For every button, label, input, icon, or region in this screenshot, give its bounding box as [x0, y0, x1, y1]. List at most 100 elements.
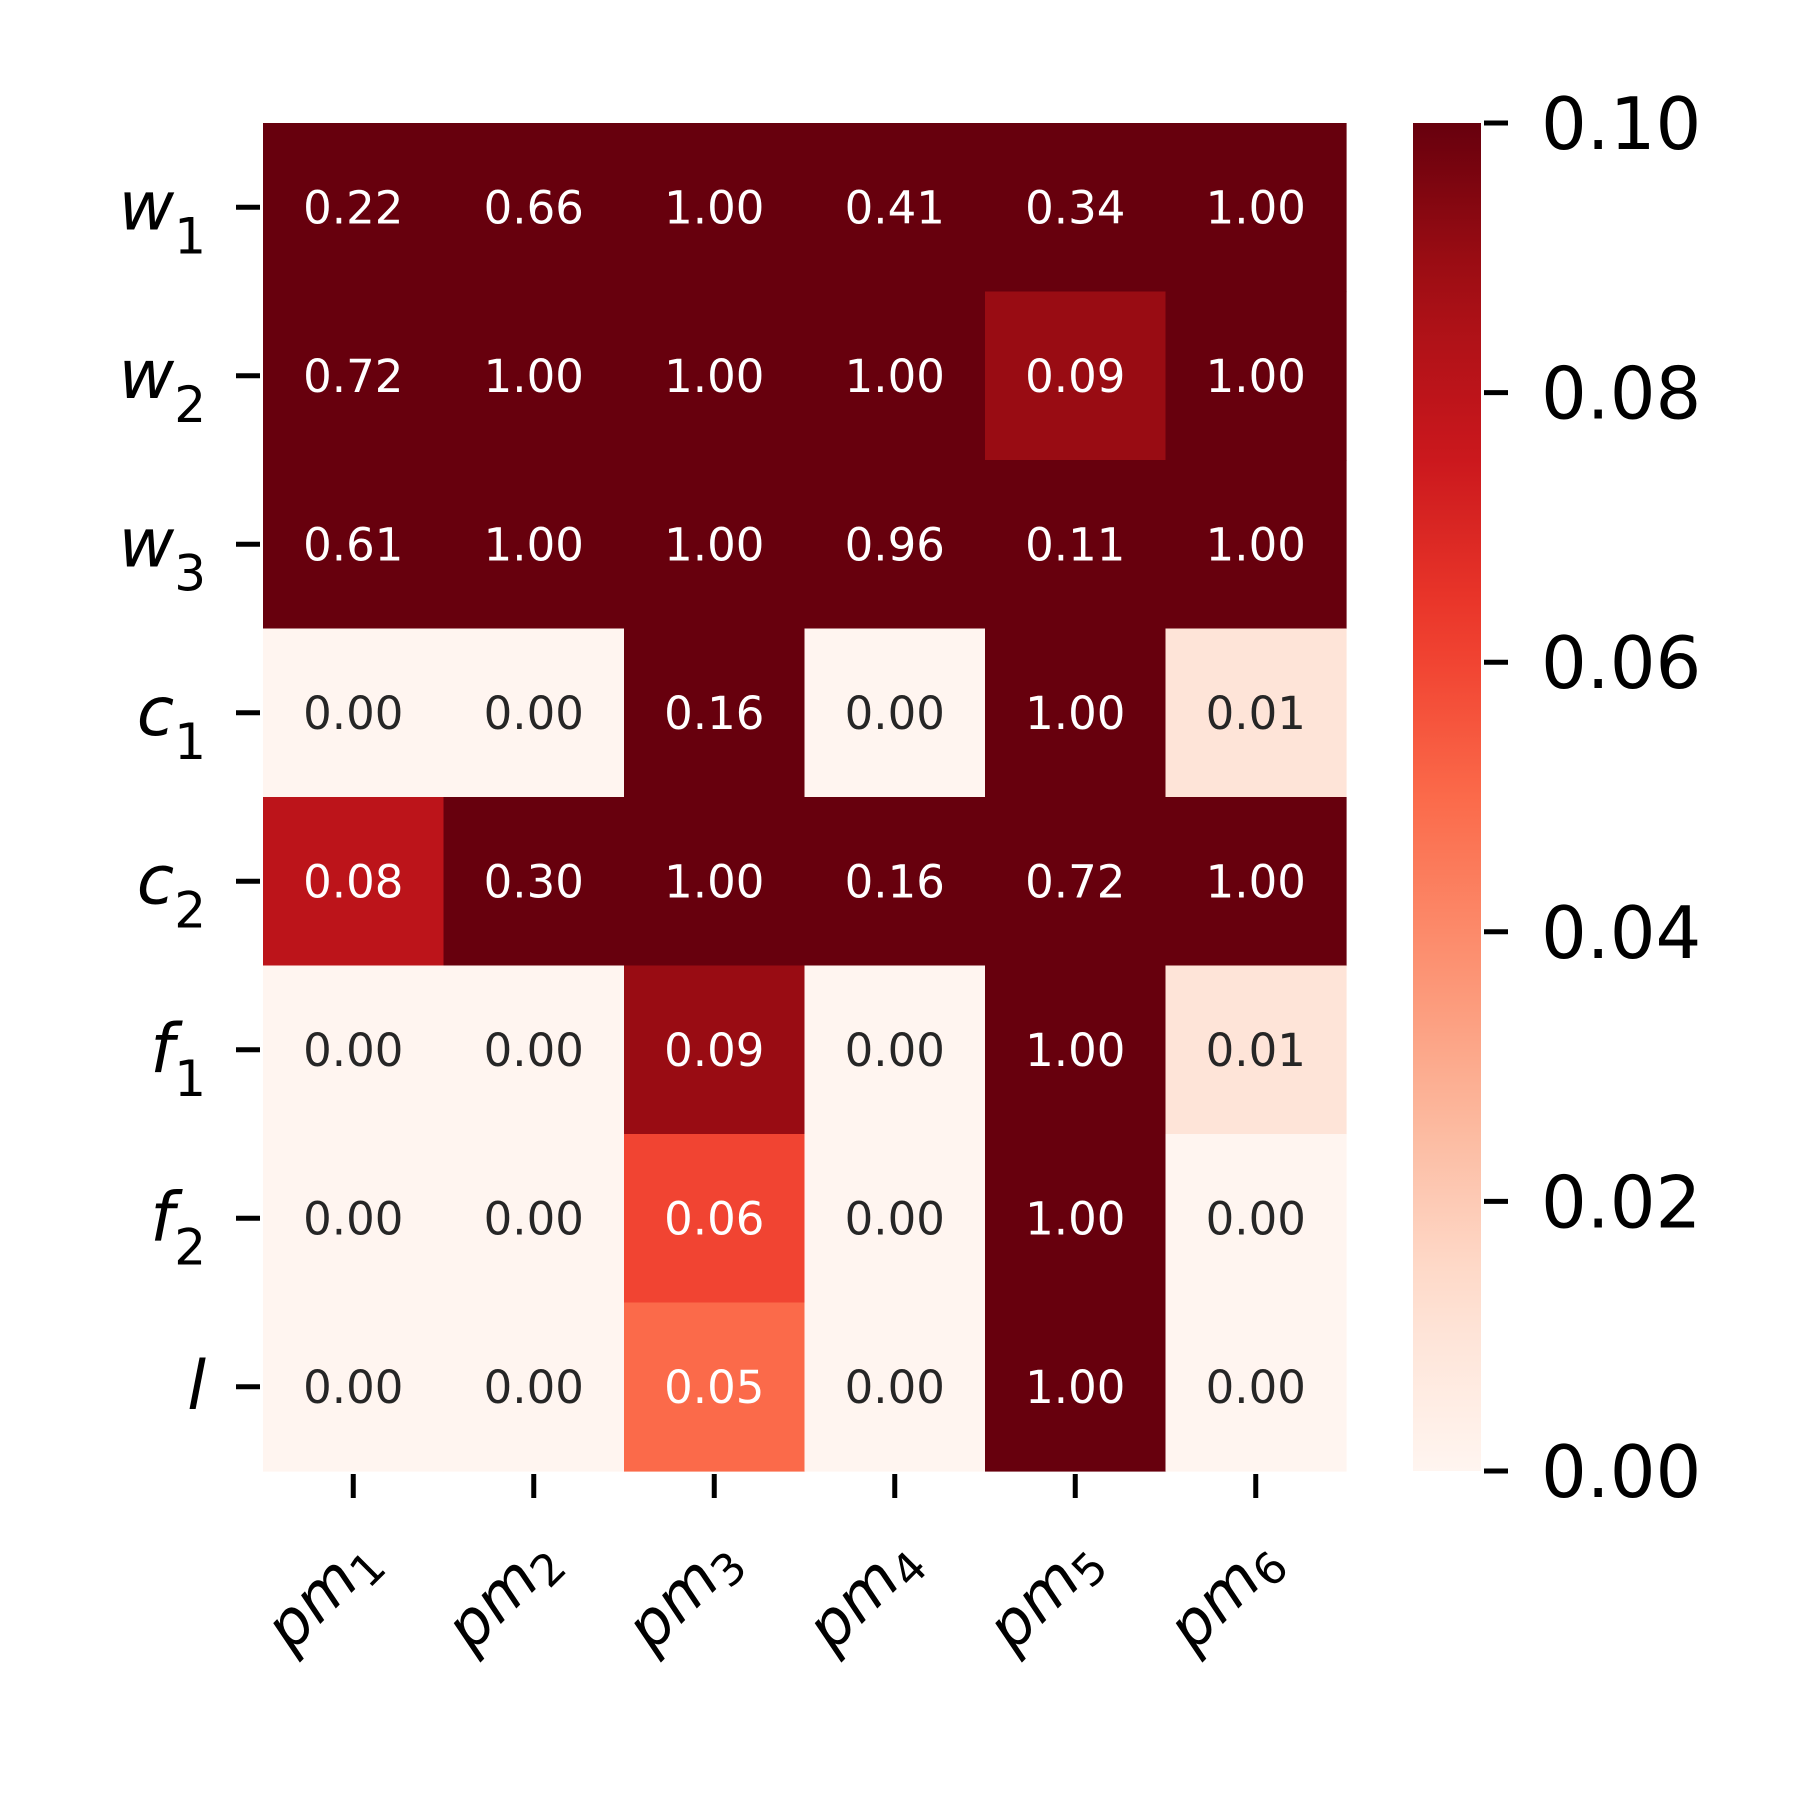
- heatmap-cell: [443, 797, 625, 967]
- heatmap-cell: [804, 123, 986, 293]
- heatmap-cell: [624, 291, 806, 461]
- heatmap-cell: [985, 1134, 1167, 1304]
- heatmap-cell: [263, 797, 445, 967]
- heatmap-cell: [624, 123, 806, 293]
- colorbar-tick-label: 0.04: [1541, 891, 1701, 975]
- heatmap-cell: [1165, 965, 1347, 1135]
- cell-value-label: 0.61: [303, 518, 403, 571]
- cell-value-label: 0.16: [664, 687, 764, 740]
- cell-value-label: 0.30: [484, 855, 584, 908]
- cell-value-label: 0.66: [484, 181, 584, 234]
- y-axis: w1 w2 w3 c1 c2 f1 f2 l: [119, 167, 260, 1426]
- cell-value-label: 0.00: [484, 687, 584, 740]
- colorbar-gradient: [1413, 123, 1481, 1471]
- heatmap-cell: [985, 797, 1167, 967]
- colorbar-tick-label: 0.08: [1541, 352, 1701, 436]
- heatmap-cell: [624, 965, 806, 1135]
- cell-value-label: 1.00: [1206, 350, 1306, 403]
- heatmap-cell: [443, 1134, 625, 1304]
- heatmap-cell: [624, 1134, 806, 1304]
- y-tick-label: w2: [119, 336, 206, 434]
- cell-value-label: 0.72: [1025, 855, 1125, 908]
- cell-value-label: 0.00: [303, 1361, 403, 1414]
- x-tick-label: pm6: [1152, 1522, 1299, 1669]
- cell-value-label: 1.00: [664, 350, 764, 403]
- heatmap-cell: [263, 628, 445, 798]
- cell-value-label: 0.41: [845, 181, 945, 234]
- heatmap-cell: [804, 628, 986, 798]
- heatmap-cell: [1165, 628, 1347, 798]
- y-tick-label: c1: [137, 673, 206, 771]
- heatmap-cell: [263, 123, 445, 293]
- heatmap-cell: [985, 123, 1167, 293]
- heatmap-cell: [985, 291, 1167, 461]
- y-tick-label: l: [187, 1347, 206, 1426]
- colorbar-tick-label: 0.10: [1541, 82, 1701, 166]
- cell-value-label: 1.00: [1025, 1024, 1125, 1077]
- heatmap-cell: [985, 628, 1167, 798]
- colorbar: 0.00 0.02 0.04 0.06 0.08 0.10: [1413, 82, 1701, 1514]
- cell-value-label: 0.09: [664, 1024, 764, 1077]
- cell-value-label: 0.01: [1206, 1024, 1306, 1077]
- x-tick-label: pm1: [249, 1522, 396, 1669]
- cell-value-label: 1.00: [845, 350, 945, 403]
- y-tick-label: w1: [119, 167, 206, 265]
- y-tick-label: w3: [119, 504, 206, 602]
- cell-value-label: 0.00: [845, 1192, 945, 1245]
- x-axis: pm1 pm2 pm3 pm4 pm5 pm6: [249, 1474, 1299, 1669]
- heatmap-cell: [1165, 797, 1347, 967]
- heatmap-cell: [263, 291, 445, 461]
- y-tick-label: c2: [137, 841, 206, 939]
- cell-value-label: 0.72: [303, 350, 403, 403]
- heatmap-cell: [804, 1302, 986, 1472]
- cell-value-label: 1.00: [484, 350, 584, 403]
- heatmap-cell: [804, 291, 986, 461]
- cell-value-label: 1.00: [1206, 518, 1306, 571]
- cell-value-label: 1.00: [1206, 181, 1306, 234]
- heatmap-cell-labels: 0.22 0.66 1.00 0.41 0.34 1.00 0.72 1.00 1.00 1.00…: [303, 181, 1306, 1414]
- y-tick-label: f1: [150, 1010, 206, 1108]
- x-tick-label: pm4: [791, 1522, 938, 1669]
- heatmap-cell: [1165, 1134, 1347, 1304]
- cell-value-label: 1.00: [664, 855, 764, 908]
- cell-value-label: 1.00: [1206, 855, 1306, 908]
- cell-value-label: 1.00: [664, 518, 764, 571]
- heatmap-cell: [624, 797, 806, 967]
- heatmap-cell: [443, 628, 625, 798]
- x-tick-label: pm3: [610, 1522, 757, 1669]
- cell-value-label: 0.00: [1206, 1361, 1306, 1414]
- cell-value-label: 1.00: [484, 518, 584, 571]
- cell-value-label: 0.16: [845, 855, 945, 908]
- heatmap-cell: [624, 628, 806, 798]
- cell-value-label: 0.96: [845, 518, 945, 571]
- cell-value-label: 1.00: [1025, 1361, 1125, 1414]
- heatmap-cell: [443, 291, 625, 461]
- heatmap-cell: [443, 965, 625, 1135]
- cell-value-label: 0.05: [664, 1361, 764, 1414]
- cell-value-label: 0.00: [303, 1024, 403, 1077]
- heatmap-cell: [985, 460, 1167, 630]
- cell-value-label: 0.00: [484, 1361, 584, 1414]
- heatmap-cell: [985, 1302, 1167, 1472]
- cell-value-label: 0.11: [1025, 518, 1125, 571]
- heatmap-cell: [1165, 123, 1347, 293]
- cell-value-label: 0.00: [1206, 1192, 1306, 1245]
- heatmap-cell: [1165, 291, 1347, 461]
- cell-value-label: 0.00: [484, 1192, 584, 1245]
- heatmap-cell: [263, 1302, 445, 1472]
- colorbar-tick-label: 0.06: [1541, 621, 1701, 705]
- heatmap-cell: [985, 965, 1167, 1135]
- cell-value-label: 0.06: [664, 1192, 764, 1245]
- x-tick-label: pm5: [971, 1522, 1118, 1669]
- heatmap-cell: [263, 460, 445, 630]
- heatmap-cell: [263, 965, 445, 1135]
- x-tick-label: pm2: [430, 1522, 577, 1669]
- cell-value-label: 0.00: [845, 1361, 945, 1414]
- cell-value-label: 0.34: [1025, 181, 1125, 234]
- heatmap-cell: [624, 1302, 806, 1472]
- cell-value-label: 0.00: [845, 687, 945, 740]
- cell-value-label: 1.00: [1025, 1192, 1125, 1245]
- cell-value-label: 0.00: [845, 1024, 945, 1077]
- cell-value-label: 0.01: [1206, 687, 1306, 740]
